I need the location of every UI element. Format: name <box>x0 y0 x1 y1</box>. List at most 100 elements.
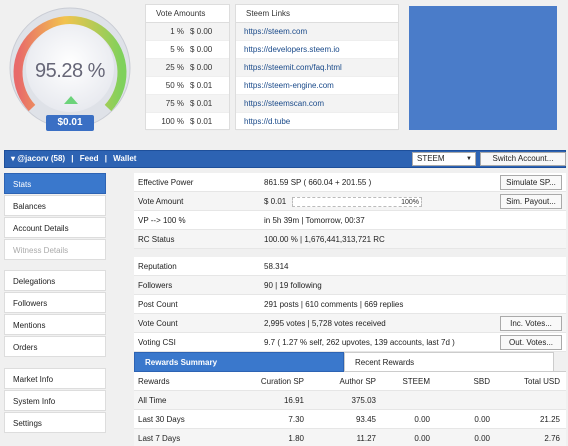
outgoing-votes-button[interactable]: Out. Votes... <box>500 335 562 350</box>
rewards-tabs: Rewards Summary Recent Rewards <box>134 352 566 372</box>
stat-vp: VP --> 100 % in 5h 39m | Tomorrow, 00:37 <box>134 211 566 230</box>
incoming-votes-button[interactable]: Inc. Votes... <box>500 316 562 331</box>
steem-link[interactable]: https://steem.com <box>236 23 398 41</box>
account-dropdown[interactable]: ▾ @jacorv (58) <box>11 154 66 163</box>
vote-amount-row: 50 % $ 0.01 <box>146 77 229 95</box>
stat-reputation: Reputation 58.314 <box>134 257 566 276</box>
table-cell: All Time <box>138 396 167 405</box>
sidebar-item-delegations[interactable]: Delegations <box>4 270 106 291</box>
vote-amounts-table: Vote Amounts 1 % $ 0.00 5 % $ 0.00 25 % $ 0.0… <box>145 4 230 131</box>
stat-label: Vote Amount <box>138 197 184 206</box>
feed-link[interactable]: Feed <box>79 154 99 163</box>
vote-weight-label: 100% <box>401 199 419 206</box>
sim-payout-button[interactable]: Sim. Payout... <box>500 194 562 209</box>
currency-select-value: STEEM <box>417 154 445 163</box>
vote-amount: $ 0.00 <box>190 45 213 54</box>
column-header: SBD <box>473 377 490 386</box>
stat-followers: Followers 90 | 19 following <box>134 276 566 295</box>
steem-link[interactable]: https://steem-engine.com <box>236 77 398 95</box>
sidebar-group-social: Delegations Followers Mentions Orders <box>4 270 106 358</box>
up-arrow-icon <box>64 96 78 104</box>
stat-label: Post Count <box>138 300 178 309</box>
steem-links-header: Steem Links <box>236 5 398 23</box>
vote-amount: $ 0.01 <box>190 81 213 90</box>
table-row: All Time 16.91 375.03 <box>134 391 566 410</box>
table-cell: 0.00 <box>414 415 430 424</box>
table-row: Last 30 Days 7.30 93.45 0.00 0.00 21.25 <box>134 410 566 429</box>
table-cell: 11.27 <box>356 434 376 443</box>
vote-amount-row: 75 % $ 0.01 <box>146 95 229 113</box>
table-row: Last 7 Days 1.80 11.27 0.00 0.00 2.76 <box>134 429 566 446</box>
sidebar-item-market-info[interactable]: Market Info <box>4 368 106 389</box>
sidebar-item-account-details[interactable]: Account Details <box>4 217 106 238</box>
stat-value: 100.00 % | 1,676,441,313,721 RC <box>264 235 385 244</box>
wallet-link[interactable]: Wallet <box>113 154 137 163</box>
stat-value: 2,995 votes | 5,728 votes received <box>264 319 386 328</box>
column-header: Rewards <box>138 377 170 386</box>
steem-link[interactable]: https://steemit.com/faq.html <box>236 59 398 77</box>
sidebar-item-balances[interactable]: Balances <box>4 195 106 216</box>
sidebar-group-account: Stats Balances Account Details Witness Deta… <box>4 173 106 261</box>
vote-amount-row: 1 % $ 0.00 <box>146 23 229 41</box>
vote-amounts-header: Vote Amounts <box>146 5 229 23</box>
sidebar-item-followers[interactable]: Followers <box>4 292 106 313</box>
tab-rewards-summary[interactable]: Rewards Summary <box>134 352 344 372</box>
stat-voting-csi: Voting CSI 9.7 ( 1.27 % self, 262 upvote… <box>134 333 566 352</box>
sidebar-item-witness-details[interactable]: Witness Details <box>4 239 106 260</box>
vote-amount: $ 0.00 <box>190 27 213 36</box>
sidebar-item-settings[interactable]: Settings <box>4 412 106 433</box>
table-cell: 1.80 <box>288 434 304 443</box>
column-header: Curation SP <box>260 377 304 386</box>
vote-weight-slider[interactable]: 100% <box>292 197 422 207</box>
banner-image <box>409 6 557 130</box>
stat-value: 291 posts | 610 comments | 669 replies <box>264 300 404 309</box>
rewards-header-row: Rewards Curation SP Author SP STEEM SBD Total… <box>134 372 566 391</box>
stat-label: Reputation <box>138 262 177 271</box>
currency-select[interactable]: STEEM ▼ <box>412 152 476 166</box>
chevron-down-icon: ▼ <box>466 156 472 162</box>
vote-amount-row: 5 % $ 0.00 <box>146 41 229 59</box>
gauge-graphic <box>9 7 131 129</box>
table-cell: 0.00 <box>474 415 490 424</box>
stat-value: in 5h 39m | Tomorrow, 00:37 <box>264 216 365 225</box>
simulate-sp-button[interactable]: Simulate SP... <box>500 175 562 190</box>
sidebar-item-system-info[interactable]: System Info <box>4 390 106 411</box>
gauge-value: $0.01 <box>46 115 94 131</box>
sidebar-item-stats[interactable]: Stats <box>4 173 106 194</box>
gauge-percent: 95.28 % <box>35 60 105 82</box>
steem-link[interactable]: https://developers.steem.io <box>236 41 398 59</box>
vote-percent: 1 % <box>170 27 184 36</box>
stat-vote-amount: Vote Amount $ 0.01 100% Sim. Payout... <box>134 192 566 211</box>
stat-value: 58.314 <box>264 262 289 271</box>
vote-percent: 5 % <box>170 45 184 54</box>
steem-links-table: Steem Links https://steem.com https://dev… <box>235 4 399 131</box>
table-cell: 16.91 <box>283 396 304 405</box>
stat-label: Followers <box>138 281 173 290</box>
tab-recent-rewards[interactable]: Recent Rewards <box>344 352 554 372</box>
column-header: Total USD <box>523 377 560 386</box>
nav-separator: | <box>104 154 107 163</box>
sidebar-item-orders[interactable]: Orders <box>4 336 106 357</box>
stat-value: 9.7 ( 1.27 % self, 262 upvotes, 139 acco… <box>264 338 455 347</box>
vote-amount: $ 0.01 <box>190 117 213 126</box>
vote-amount: $ 0.01 <box>190 99 213 108</box>
sidebar-item-mentions[interactable]: Mentions <box>4 314 106 335</box>
sidebar-group-system: Market Info System Info Settings <box>4 368 106 434</box>
stat-value: $ 0.01 <box>264 197 287 206</box>
rewards-panel: Rewards Summary Recent Rewards Rewards Cu… <box>134 352 566 446</box>
stat-label: Vote Count <box>138 319 178 328</box>
vote-amount: $ 0.00 <box>190 63 213 72</box>
table-cell: 21.25 <box>539 415 560 424</box>
stat-rc: RC Status 100.00 % | 1,676,441,313,721 R… <box>134 230 566 249</box>
table-cell: 93.45 <box>355 415 376 424</box>
stat-label: Effective Power <box>138 178 194 187</box>
stat-vote-count: Vote Count 2,995 votes | 5,728 votes rec… <box>134 314 566 333</box>
vote-percent: 25 % <box>165 63 184 72</box>
steem-link[interactable]: https://d.tube <box>236 113 398 131</box>
stat-effective-power: Effective Power 861.59 SP ( 660.04 + 201… <box>134 173 566 192</box>
stat-value: 90 | 19 following <box>264 281 322 290</box>
switch-account-button[interactable]: Switch Account... <box>480 152 566 166</box>
steem-link[interactable]: https://steemscan.com <box>236 95 398 113</box>
table-cell: Last 30 Days <box>138 415 185 424</box>
table-cell: 375.03 <box>351 396 376 405</box>
